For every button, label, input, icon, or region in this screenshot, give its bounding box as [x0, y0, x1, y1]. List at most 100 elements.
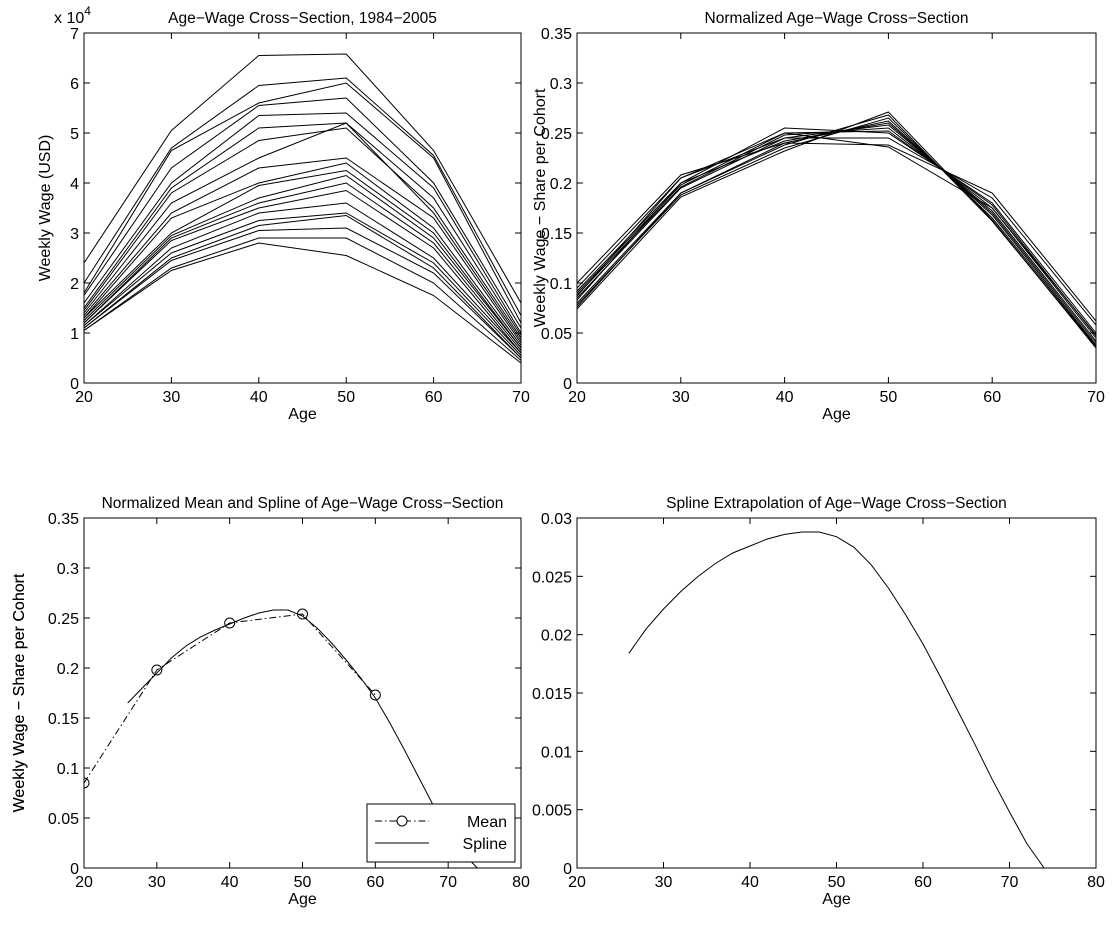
- y-tick-label: 6: [70, 76, 79, 93]
- y-tick-label: 0.025: [532, 569, 572, 586]
- x-tick-label: 80: [1087, 874, 1105, 891]
- x-tick-label: 50: [880, 389, 898, 406]
- chart-title: Normalized Mean and Spline of Age−Wage C…: [102, 495, 504, 512]
- x-tick-label: 40: [250, 389, 268, 406]
- series-line: [84, 127, 521, 339]
- x-tick-label: 60: [425, 389, 443, 406]
- y-axis-label: Weekly Wage (USD): [37, 135, 54, 282]
- plot-area: [628, 531, 1045, 868]
- x-tick-label: 50: [337, 389, 355, 406]
- y-tick-label: 4: [70, 176, 79, 193]
- axes-box: [576, 32, 1097, 384]
- y-tick-label: 0.35: [48, 511, 79, 528]
- axes-box: [83, 32, 522, 384]
- y-tick-label: 0: [563, 376, 572, 393]
- x-axis-label: Age: [288, 891, 317, 908]
- legend-box: [366, 803, 516, 863]
- series-line: [84, 189, 521, 354]
- series-line: [84, 82, 521, 324]
- x-tick-label: 40: [221, 874, 239, 891]
- x-tick-label: 70: [1087, 389, 1105, 406]
- series-line: [84, 112, 521, 334]
- x-tick-label: 80: [512, 874, 530, 891]
- series-line: [577, 137, 1096, 326]
- marker: [84, 777, 90, 789]
- x-tick-label: 20: [75, 874, 93, 891]
- y-tick-label: 0: [70, 376, 79, 393]
- y-axis-label: Weekly Wage − Share per Cohort: [11, 573, 28, 812]
- series-line: [84, 77, 521, 316]
- y-tick-label: 0: [563, 861, 572, 878]
- series-line: [577, 117, 1096, 347]
- plot-area: [84, 608, 478, 868]
- series-line: [577, 124, 1096, 342]
- y-scale-exponent: 4: [84, 4, 91, 18]
- x-tick-label: 60: [983, 389, 1001, 406]
- x-tick-label: 40: [776, 389, 794, 406]
- y-tick-label: 0.01: [541, 744, 572, 761]
- y-tick-label: 0.1: [57, 761, 79, 778]
- series-line: [577, 114, 1096, 348]
- subplot: 20 30 40 50 60 70 80 0 0.005 0.01 0.015 0.02 0.025 0.…: [11, 495, 1105, 908]
- series-line: [84, 242, 521, 364]
- plot-area: [577, 111, 1096, 349]
- legend: Mean Spline: [366, 803, 516, 863]
- y-tick-label: 0.015: [532, 686, 572, 703]
- series-line: [577, 122, 1096, 344]
- x-tick-label: 30: [163, 389, 181, 406]
- marker: [151, 664, 163, 676]
- series-line: [84, 122, 521, 341]
- y-tick-label: 0.1: [550, 276, 572, 293]
- x-tick-label: 50: [828, 874, 846, 891]
- y-tick-label: 5: [70, 126, 79, 143]
- y-tick-label: 0: [70, 861, 79, 878]
- marker: [224, 617, 236, 629]
- y-axis-label: Weekly Wage − Share per Cohort: [11, 573, 28, 812]
- series-line: [628, 531, 1045, 868]
- series-line: [84, 53, 521, 304]
- series-line: [127, 609, 478, 868]
- y-tick-label: 0.02: [541, 628, 572, 645]
- y-tick-label: 0.05: [48, 811, 79, 828]
- y-tick-label: 0.15: [541, 226, 572, 243]
- legend-label: Mean: [467, 814, 507, 831]
- series-line: [84, 214, 521, 359]
- x-tick-label: 20: [75, 389, 93, 406]
- series-line: [84, 202, 521, 354]
- series-line: [577, 120, 1096, 346]
- series-line: [577, 132, 1096, 336]
- series-line: [84, 182, 521, 351]
- x-axis-label: Age: [822, 406, 851, 423]
- marker: [369, 689, 381, 701]
- y-tick-label: 0.05: [541, 326, 572, 343]
- series-line: [84, 162, 521, 346]
- y-tick-label: 7: [70, 26, 79, 43]
- chart-title: Age−Wage Cross−Section, 1984−2005: [168, 10, 437, 27]
- y-tick-label: 2: [70, 276, 79, 293]
- y-tick-label: 0.2: [57, 661, 79, 678]
- subplot: 20 30 40 50 60 70 80 0 0.05 0.1 0.15 0.2 0.25 0.3 0.35…: [11, 495, 530, 908]
- y-tick-label: 0.03: [541, 511, 572, 528]
- series-line: [84, 97, 521, 329]
- plot-area: [84, 53, 521, 364]
- y-tick-label: 0.2: [550, 176, 572, 193]
- x-tick-label: 20: [568, 389, 586, 406]
- series-line: [84, 237, 521, 361]
- y-tick-label: 3: [70, 226, 79, 243]
- chart-title: Spline Extrapolation of Age−Wage Cross−S…: [666, 495, 1007, 512]
- subplot: 20 30 40 50 60 70 0 1 2 3 4 5 6 7 Age Weekly Wage (USD)…: [37, 4, 530, 423]
- x-axis-label: Age: [822, 891, 851, 908]
- series-line: [84, 122, 521, 336]
- x-tick-label: 30: [672, 389, 690, 406]
- series-line: [84, 212, 521, 356]
- series-line: [84, 157, 521, 344]
- x-tick-label: 30: [655, 874, 673, 891]
- axes-box: [576, 517, 1097, 869]
- x-tick-label: 70: [1001, 874, 1019, 891]
- series-line: [577, 111, 1096, 349]
- x-tick-label: 60: [914, 874, 932, 891]
- y-tick-label: 0.35: [541, 26, 572, 43]
- legend-marker: [396, 815, 408, 827]
- y-scale-base: x 10: [54, 10, 84, 27]
- legend-label: Spline: [463, 836, 508, 853]
